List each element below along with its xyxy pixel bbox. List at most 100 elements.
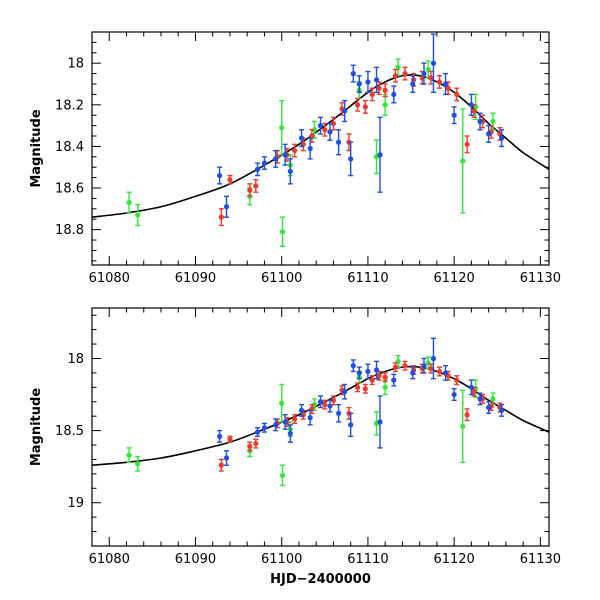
data-point-blue — [430, 33, 437, 94]
data-point-blue — [282, 143, 288, 166]
marker — [486, 404, 492, 411]
x-tick-label: 61100 — [261, 271, 302, 286]
data-point-green — [382, 379, 388, 396]
marker — [254, 166, 261, 172]
data-point-blue — [468, 379, 474, 396]
data-point-blue — [223, 195, 230, 218]
data-point-red — [402, 66, 408, 81]
data-point-red — [382, 372, 388, 383]
data-point-green — [126, 191, 132, 214]
marker — [287, 168, 293, 174]
data-point-green — [279, 464, 286, 487]
marker — [477, 118, 483, 125]
data-point-blue — [298, 129, 305, 148]
model-curve — [92, 74, 549, 218]
data-point-blue — [261, 422, 268, 433]
data-point-blue — [421, 357, 427, 374]
marker — [451, 112, 457, 118]
marker — [223, 455, 230, 461]
data-point-blue — [317, 395, 324, 409]
marker — [307, 415, 313, 421]
marker — [126, 452, 132, 458]
marker — [273, 156, 279, 162]
marker — [279, 472, 286, 478]
data-point-blue — [442, 72, 449, 96]
data-point-red — [454, 375, 460, 386]
data-point-blue — [254, 427, 261, 438]
marker — [282, 419, 288, 425]
x-tick-label: 61120 — [433, 552, 474, 567]
marker — [253, 440, 259, 447]
data-point-blue — [348, 412, 354, 438]
data-point-blue — [391, 373, 397, 387]
marker — [436, 368, 443, 375]
data-point-red — [362, 383, 368, 394]
data-point-red — [369, 375, 375, 386]
marker — [460, 423, 466, 429]
data-point-red — [436, 366, 443, 377]
data-point-blue — [273, 418, 279, 432]
marker — [442, 81, 449, 87]
data-point-blue — [365, 363, 371, 380]
data-point-red — [402, 360, 408, 371]
marker — [365, 368, 371, 375]
data-point-green — [490, 392, 496, 406]
marker — [365, 79, 371, 85]
marker — [382, 384, 388, 390]
marker — [342, 108, 348, 114]
marker — [135, 461, 141, 467]
x-tick-label: 61090 — [175, 271, 216, 286]
marker — [223, 204, 230, 210]
marker — [348, 156, 354, 162]
data-point-blue — [373, 360, 380, 380]
data-point-red — [428, 363, 434, 374]
data-point-blue — [336, 129, 342, 156]
y-tick-label: 18 — [67, 352, 84, 367]
data-point-blue — [373, 66, 380, 94]
marker — [279, 229, 286, 235]
data-point-blue — [287, 424, 293, 443]
data-point-blue — [451, 388, 457, 402]
marker — [369, 377, 375, 383]
data-point-green — [279, 383, 285, 423]
data-point-blue — [365, 70, 371, 94]
data-point-blue — [498, 129, 505, 148]
data-point-blue — [307, 137, 313, 160]
data-point-blue — [498, 403, 505, 417]
series-blue — [217, 33, 505, 218]
data-point-green — [373, 139, 380, 175]
data-point-blue — [317, 116, 324, 135]
marker — [126, 199, 132, 206]
marker — [498, 407, 505, 414]
marker — [218, 462, 224, 468]
data-point-red — [354, 382, 361, 393]
marker — [261, 425, 268, 431]
data-point-blue — [410, 74, 416, 94]
marker — [348, 422, 354, 428]
data-point-blue — [342, 99, 348, 123]
marker — [382, 374, 388, 380]
data-point-blue — [421, 62, 427, 85]
data-point-blue — [451, 106, 457, 125]
marker — [327, 129, 333, 135]
marker — [468, 102, 474, 108]
data-point-blue — [282, 414, 288, 430]
data-point-blue — [477, 392, 483, 406]
data-point-green — [126, 447, 132, 464]
marker — [428, 75, 434, 81]
data-point-red — [292, 143, 298, 158]
marker — [421, 71, 427, 77]
marker — [471, 108, 477, 114]
x-tick-label: 61080 — [89, 552, 130, 567]
x-tick-label: 61130 — [520, 552, 561, 567]
x-tick-label: 61120 — [433, 271, 474, 286]
marker — [350, 71, 356, 77]
data-point-red — [218, 208, 224, 227]
data-point-blue — [287, 158, 293, 185]
marker — [490, 118, 496, 125]
marker — [322, 402, 328, 408]
marker — [336, 410, 342, 416]
marker — [317, 123, 324, 129]
data-point-red — [369, 87, 375, 102]
x-tick-label: 61110 — [347, 271, 388, 286]
